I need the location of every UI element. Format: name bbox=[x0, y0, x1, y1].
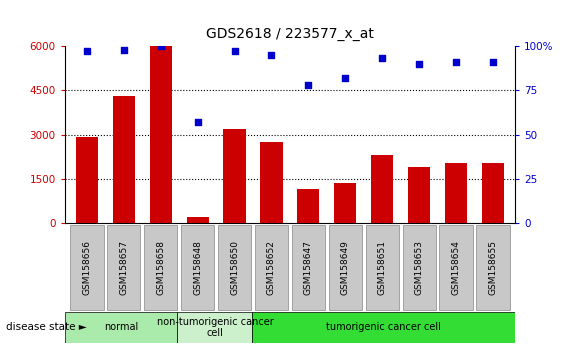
Bar bbox=[150, 46, 172, 223]
Bar bbox=[224, 129, 245, 223]
Bar bbox=[476, 225, 510, 310]
Bar bbox=[329, 225, 362, 310]
Point bbox=[304, 82, 313, 88]
Text: GSM158652: GSM158652 bbox=[267, 240, 276, 295]
Point bbox=[341, 75, 350, 81]
Text: non-tumorigenic cancer
cell: non-tumorigenic cancer cell bbox=[157, 316, 273, 338]
Bar bbox=[177, 312, 252, 343]
Bar bbox=[113, 96, 135, 223]
Text: tumorigenic cancer cell: tumorigenic cancer cell bbox=[327, 322, 441, 332]
Point bbox=[489, 59, 498, 65]
Text: GSM158650: GSM158650 bbox=[230, 240, 239, 295]
Text: GSM158655: GSM158655 bbox=[489, 240, 498, 295]
Bar bbox=[440, 225, 473, 310]
Point bbox=[230, 48, 239, 54]
Bar bbox=[292, 225, 325, 310]
Text: GSM158654: GSM158654 bbox=[452, 240, 461, 295]
Text: normal: normal bbox=[104, 322, 138, 332]
Bar bbox=[218, 225, 251, 310]
Text: disease state ►: disease state ► bbox=[6, 322, 86, 332]
Text: GSM158647: GSM158647 bbox=[304, 240, 313, 295]
Bar bbox=[255, 225, 288, 310]
Point bbox=[193, 119, 202, 125]
Text: GSM158656: GSM158656 bbox=[82, 240, 91, 295]
Point bbox=[415, 61, 424, 67]
Text: GSM158651: GSM158651 bbox=[378, 240, 387, 295]
Text: GSM158648: GSM158648 bbox=[193, 240, 202, 295]
Bar bbox=[144, 225, 177, 310]
Point bbox=[119, 47, 128, 52]
Bar bbox=[70, 225, 104, 310]
Bar bbox=[371, 155, 394, 223]
Point bbox=[156, 43, 165, 49]
Point bbox=[82, 48, 91, 54]
Bar bbox=[403, 225, 436, 310]
Point bbox=[378, 56, 387, 61]
Bar bbox=[365, 225, 399, 310]
Bar bbox=[297, 189, 319, 223]
Point bbox=[267, 52, 276, 58]
Bar bbox=[334, 183, 356, 223]
Bar bbox=[107, 225, 140, 310]
Bar bbox=[252, 312, 515, 343]
Text: GSM158657: GSM158657 bbox=[119, 240, 128, 295]
Text: GSM158649: GSM158649 bbox=[341, 240, 350, 295]
Text: GSM158658: GSM158658 bbox=[156, 240, 165, 295]
Bar bbox=[186, 217, 209, 223]
Bar bbox=[65, 312, 177, 343]
Point bbox=[452, 59, 461, 65]
Bar bbox=[408, 167, 430, 223]
Bar bbox=[445, 162, 467, 223]
Text: GSM158653: GSM158653 bbox=[415, 240, 424, 295]
Bar bbox=[181, 225, 215, 310]
Bar bbox=[482, 162, 504, 223]
Bar bbox=[261, 142, 283, 223]
Title: GDS2618 / 223577_x_at: GDS2618 / 223577_x_at bbox=[206, 27, 374, 41]
Bar bbox=[76, 137, 98, 223]
